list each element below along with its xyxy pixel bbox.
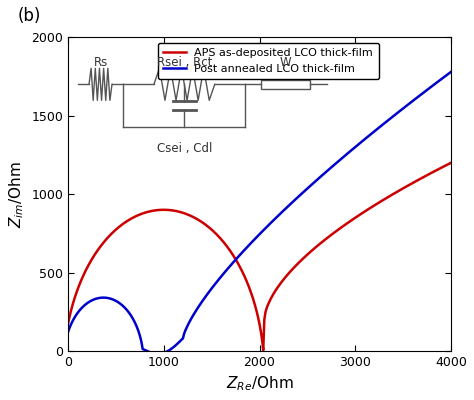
Post annealed LCO thick-film <box>372 129 377 134</box>
Y-axis label: $Z_{im}$/Ohm: $Z_{im}$/Ohm <box>7 161 26 228</box>
Post annealed LCO thick-film <box>149 350 155 355</box>
APS as-deposited LCO thick-film <box>257 326 263 331</box>
Post annealed LCO thick-film <box>370 130 376 135</box>
Line: APS as-deposited LCO thick-film: APS as-deposited LCO thick-film <box>64 163 451 350</box>
X-axis label: $Z_{Re}$/Ohm: $Z_{Re}$/Ohm <box>226 374 293 393</box>
APS as-deposited LCO thick-film <box>191 215 196 220</box>
Legend: APS as-deposited LCO thick-film, Post annealed LCO thick-film: APS as-deposited LCO thick-film, Post an… <box>158 43 379 80</box>
APS as-deposited LCO thick-film <box>176 209 182 214</box>
Text: Rsei , Rct: Rsei , Rct <box>156 56 212 70</box>
Text: (b): (b) <box>18 7 42 25</box>
Post annealed LCO thick-film <box>122 305 128 310</box>
Post annealed LCO thick-film <box>155 351 161 356</box>
Post annealed LCO thick-film <box>343 152 349 157</box>
Text: Csei , Cdl: Csei , Cdl <box>156 142 212 155</box>
Text: Rs: Rs <box>93 56 108 70</box>
APS as-deposited LCO thick-film <box>62 348 67 353</box>
APS as-deposited LCO thick-film <box>309 248 315 253</box>
Post annealed LCO thick-film <box>61 346 67 351</box>
APS as-deposited LCO thick-film <box>62 341 68 346</box>
Post annealed LCO thick-film <box>448 69 454 74</box>
Post annealed LCO thick-film <box>405 102 411 107</box>
Line: Post annealed LCO thick-film: Post annealed LCO thick-film <box>64 72 451 354</box>
Bar <box>262 80 310 89</box>
APS as-deposited LCO thick-film <box>222 242 228 246</box>
APS as-deposited LCO thick-film <box>448 160 454 165</box>
Text: W: W <box>280 56 292 70</box>
